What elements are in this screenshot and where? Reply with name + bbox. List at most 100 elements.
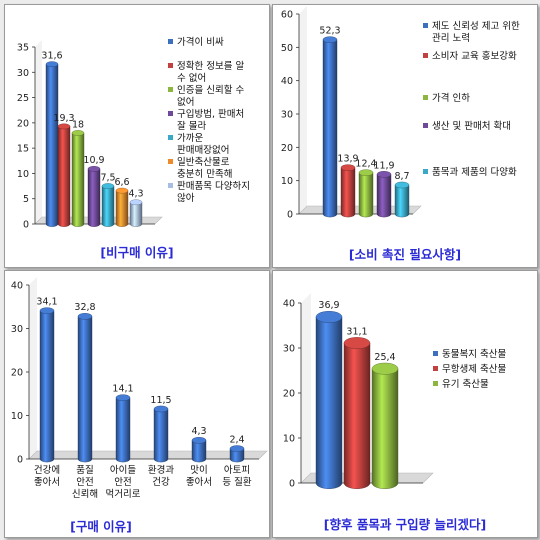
c2-legend-swatch xyxy=(423,95,428,100)
c2-y-tick-label: 40 xyxy=(281,76,293,87)
c1-data-label: 19,3 xyxy=(53,113,74,124)
c3-category-label: 안전 xyxy=(114,477,131,488)
c2-legend-label: 생산 및 판매처 확대 xyxy=(432,120,511,132)
c2-legend-label: 제도 신뢰성 제고 위한 xyxy=(432,20,520,32)
c4-legend-swatch xyxy=(433,351,438,356)
c3-bar-top xyxy=(115,394,131,401)
c2-legend-swatch xyxy=(423,53,428,58)
c3-bar xyxy=(191,440,207,463)
c2-bar xyxy=(394,184,410,218)
c2-bar-top xyxy=(340,164,356,171)
c3-bar-top xyxy=(153,405,169,413)
c3-bar-top xyxy=(39,307,55,314)
c3-bar-top xyxy=(191,437,207,444)
c1-data-label: 18 xyxy=(72,119,84,130)
c1-legend-label: 가격이 비싸 xyxy=(177,36,224,48)
c4-legend-swatch xyxy=(433,366,438,371)
c2-y-tick-label: 10 xyxy=(281,176,293,187)
c3-bar xyxy=(77,316,93,463)
c3-y-tick-label: 0 xyxy=(17,455,23,466)
c2-bar-top xyxy=(322,36,338,43)
c3-category-label: 건강 xyxy=(152,477,170,488)
c4-bar-top xyxy=(315,311,343,323)
c3-category-label: 좋아서 xyxy=(186,477,212,488)
c1-legend-swatch xyxy=(168,135,173,140)
c3-data-label: 4,3 xyxy=(191,426,206,437)
c4-data-label: 36,9 xyxy=(318,300,339,311)
c4-legend-label: 무항생제 축산물 xyxy=(442,364,506,375)
c1-legend-swatch xyxy=(168,111,173,116)
c1-y-tick-label: 10 xyxy=(17,169,29,180)
c2-data-label: 8,7 xyxy=(394,171,409,182)
chart-non-purchase-reasons: 0 5 10 15 20 25 30 35 31,6 19,318 10,9 7,56,64,3 가격이… xyxy=(17,36,250,260)
c2-legend-swatch xyxy=(423,23,428,28)
c1-bar-top xyxy=(57,123,71,130)
c4-bar xyxy=(315,316,343,489)
chart-consumption-promotion: 0 10 20 30 40 50 60 52,3 13,912,411,98,7 제도 신뢰성 제… xyxy=(281,6,520,262)
c1-legend-label: 수 없어 xyxy=(177,72,206,84)
c1-bar xyxy=(115,190,129,227)
c3-category-label: 아토피 xyxy=(224,465,250,476)
c2-bar xyxy=(376,174,392,218)
c1-legend-label: 정확한 정보를 알 xyxy=(177,60,244,72)
c1-legend-swatch xyxy=(168,159,173,164)
chart-panel-non-purchase-reasons: 0 5 10 15 20 25 30 35 31,6 19,3 18 10,9 7,5 6,6 4,3 가격이… xyxy=(4,4,270,268)
c1-legend-label: 인증을 신뢰할 수 xyxy=(177,85,244,96)
c4-y-tick-label: 20 xyxy=(283,389,295,400)
c3-category-label: 품질 xyxy=(76,464,93,476)
c2-legend-label: 품목과 제품의 다양화 xyxy=(432,167,517,178)
c3-bar xyxy=(153,408,169,463)
c1-side-wall xyxy=(35,40,42,224)
c4-y-tick-label: 0 xyxy=(289,479,295,490)
c1-bar-top xyxy=(129,199,143,206)
c3-category-label: 안전 xyxy=(76,477,93,488)
c1-bar xyxy=(129,202,143,227)
c1-y-tick-label: 15 xyxy=(17,144,29,155)
c1-data-label: 31,6 xyxy=(41,51,62,62)
c4-bar xyxy=(343,342,371,489)
c3-category-label: 맛이 xyxy=(190,465,207,476)
c2-legend-label: 소비자 교육 홍보강화 xyxy=(432,50,517,62)
c3-data-label: 32,8 xyxy=(74,302,95,313)
c1-legend-swatch xyxy=(168,183,173,188)
c3-side-wall xyxy=(29,277,37,459)
c3-y-tick-label: 40 xyxy=(11,281,23,292)
c2-bar xyxy=(322,39,338,218)
c2-title: [소비 촉진 필요사항] xyxy=(349,247,461,262)
c2-bar-top xyxy=(376,171,392,178)
c2-y-tick-label: 50 xyxy=(281,43,293,54)
c1-legend-label: 않아 xyxy=(177,193,195,204)
c2-data-label: 11,9 xyxy=(373,160,394,171)
c2-side-wall xyxy=(299,6,307,214)
c3-bar xyxy=(115,397,131,463)
c1-y-tick-label: 25 xyxy=(17,93,29,104)
c4-title: [향후 품목과 구입량 늘리겠다] xyxy=(324,517,486,532)
c1-y-tick-label: 30 xyxy=(17,68,29,79)
c2-legend-label: 관리 노력 xyxy=(432,32,470,44)
c4-legend-label: 동물복지 축산물 xyxy=(442,349,506,360)
c1-legend-label: 일반축산물로 xyxy=(177,157,230,168)
c1-bar-top xyxy=(71,130,85,136)
c1-y-tick-label: 0 xyxy=(23,220,29,231)
c1-legend-swatch xyxy=(168,39,173,44)
c2-legend-swatch xyxy=(423,123,428,128)
c1-bar-top xyxy=(115,187,129,194)
c3-y-tick-label: 30 xyxy=(11,324,23,335)
c3-category-label: 건강에 xyxy=(34,465,60,476)
chart-panel-future-increase: 0 10 20 30 40 36,9 31,1 25,4 동물복지 축산물 무항생제 축산물 유기 … xyxy=(272,270,538,538)
c1-y-tick-label: 5 xyxy=(23,194,29,205)
c3-category-label: 등 질환 xyxy=(222,476,251,488)
c3-bar-top xyxy=(229,445,245,452)
c2-y-tick-label: 30 xyxy=(281,110,293,121)
c1-legend-label: 잘 몰라 xyxy=(177,120,206,132)
c1-bar xyxy=(101,185,115,227)
c1-bar-top xyxy=(45,61,59,68)
c4-legend-swatch xyxy=(433,381,438,386)
c1-title: [비구매 이유] xyxy=(100,245,173,260)
c4-bar-top xyxy=(371,362,399,375)
c4-bar xyxy=(371,368,399,489)
c1-legend-swatch xyxy=(168,63,173,68)
c2-data-label: 52,3 xyxy=(319,26,340,37)
c1-legend-label: 충분히 만족해 xyxy=(177,168,232,180)
